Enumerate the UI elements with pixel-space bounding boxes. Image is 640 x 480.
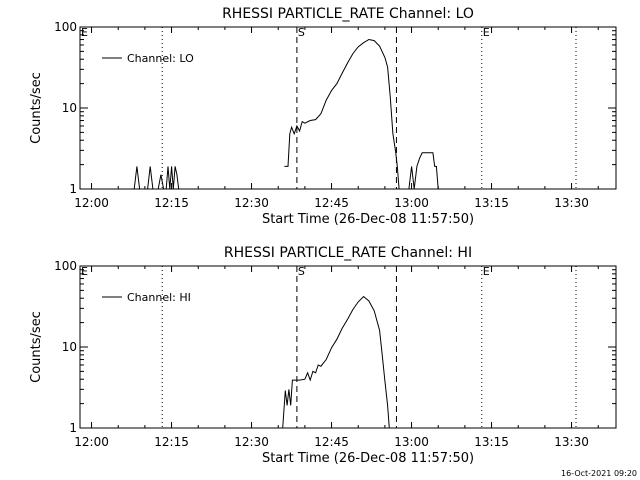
series-line — [284, 38, 400, 190]
y-axis-label: Counts/sec — [29, 72, 44, 144]
y-tick-label: 10 — [62, 101, 77, 115]
x-tick-label: 12:30 — [234, 196, 269, 210]
series-line — [133, 166, 141, 190]
event-marker-label: E — [81, 26, 88, 39]
event-marker-label: S — [298, 26, 305, 39]
series-line — [157, 174, 165, 190]
series-line — [408, 152, 439, 190]
y-axis-label: Counts/sec — [29, 311, 44, 383]
x-tick-label: 13:15 — [474, 435, 509, 449]
x-tick-label: 12:45 — [314, 435, 349, 449]
chart-title: RHESSI PARTICLE_RATE Channel: LO — [222, 6, 474, 22]
x-tick-label: 13:30 — [554, 196, 589, 210]
chart-panel-lo: RHESSI PARTICLE_RATE Channel: LO E S E 12:00… — [29, 6, 617, 227]
y-tick-label: 100 — [54, 20, 77, 34]
x-tick-label: 12:15 — [154, 196, 189, 210]
y-tick-label: 100 — [54, 259, 77, 273]
event-marker-label: E — [483, 26, 490, 39]
series-line — [147, 166, 154, 190]
series-line — [165, 166, 180, 190]
y-tick-label: 10 — [62, 340, 77, 354]
event-marker-label: S — [298, 265, 305, 278]
x-tick-label: 12:00 — [74, 196, 109, 210]
x-axis-label: Start Time (26-Dec-08 11:57:50) — [262, 451, 474, 466]
x-tick-label: 12:30 — [234, 435, 269, 449]
x-tick-label: 12:45 — [314, 196, 349, 210]
y-tick-label: 1 — [69, 182, 77, 196]
event-marker-label: E — [483, 265, 490, 278]
x-tick-label: 13:00 — [394, 435, 429, 449]
footer-timestamp: 16-Oct-2021 09:20 — [561, 469, 637, 478]
series-line — [282, 295, 390, 429]
x-tick-label: 12:15 — [154, 435, 189, 449]
legend-entry: Channel: HI — [127, 291, 191, 304]
chart-title: RHESSI PARTICLE_RATE Channel: HI — [224, 245, 472, 261]
chart-panel-hi: RHESSI PARTICLE_RATE Channel: HI E S E 12:00… — [29, 245, 617, 466]
event-marker-label: E — [81, 265, 88, 278]
legend-entry: Channel: LO — [127, 52, 194, 65]
y-tick-label: 1 — [69, 421, 77, 435]
x-axis-label: Start Time (26-Dec-08 11:57:50) — [262, 212, 474, 227]
x-tick-label: 13:30 — [554, 435, 589, 449]
x-tick-label: 13:00 — [394, 196, 429, 210]
x-tick-label: 13:15 — [474, 196, 509, 210]
x-tick-label: 12:00 — [74, 435, 109, 449]
